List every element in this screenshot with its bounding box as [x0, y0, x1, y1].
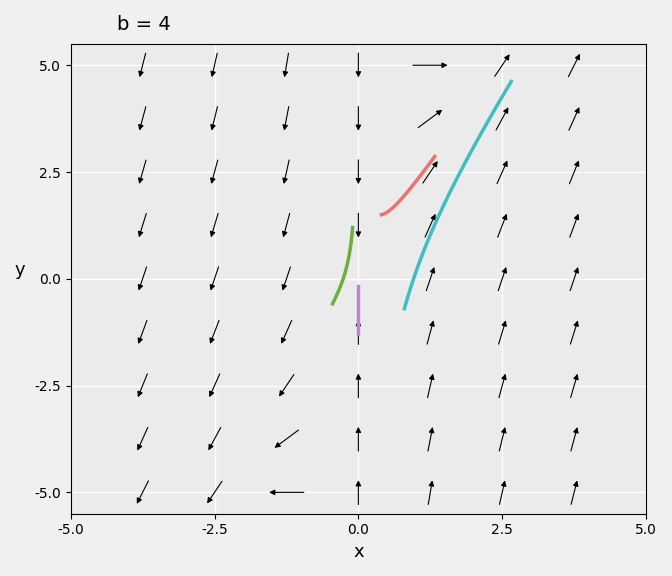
Text: b = 4: b = 4 — [117, 15, 171, 34]
X-axis label: x: x — [353, 543, 364, 561]
Y-axis label: y: y — [15, 261, 26, 279]
